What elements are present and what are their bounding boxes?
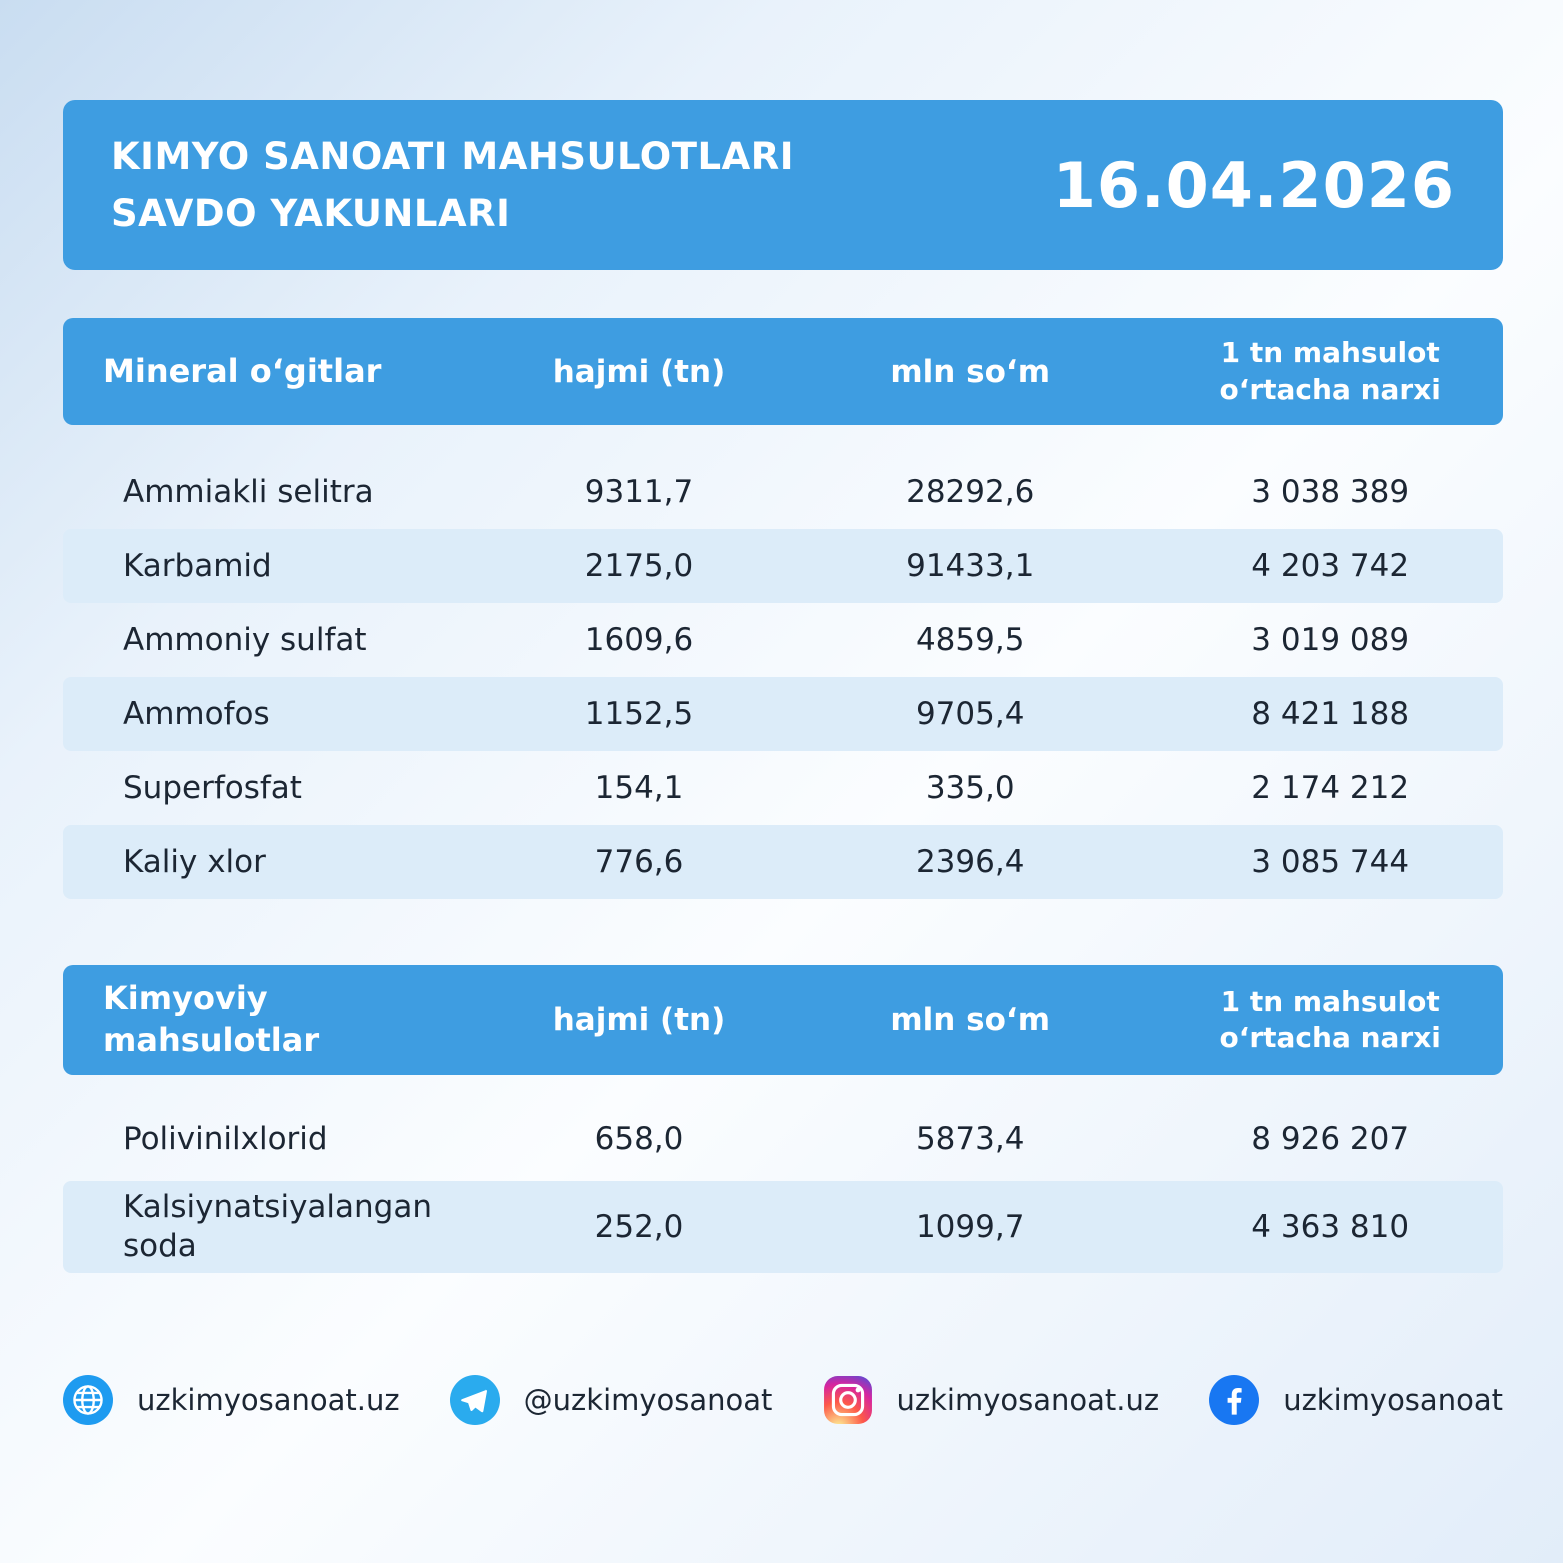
volume-value: 9311,7 xyxy=(584,474,694,510)
table1-col-avg-price-line1: 1 tn mahsulot xyxy=(1220,336,1440,370)
product-name: Ammiakli selitra xyxy=(123,473,374,510)
instagram-link[interactable]: uzkimyosanoat.uz xyxy=(823,1375,1160,1425)
table-row: Karbamid 2175,0 91433,1 4 203 742 xyxy=(63,529,1503,603)
table1-col-avg-price: 1 tn mahsulot o‘rtacha narxi xyxy=(1157,335,1503,408)
table-row: Ammiakli selitra 9311,7 28292,6 3 038 38… xyxy=(63,455,1503,529)
table1-col-volume: hajmi (tn) xyxy=(552,353,726,390)
telegram-icon xyxy=(449,1375,500,1425)
table-row: Superfosfat 154,1 335,0 2 174 212 xyxy=(63,751,1503,825)
table2-col-volume: hajmi (tn) xyxy=(552,1002,726,1038)
table2-header-row: Kimyoviy mahsulotlar hajmi (tn) mln so‘m… xyxy=(63,965,1503,1075)
volume-value: 252,0 xyxy=(594,1209,684,1245)
page-title: KIMYO SANOATI MAHSULOTLARI SAVDO YAKUNLA… xyxy=(111,128,794,243)
avg-price-value: 8 421 188 xyxy=(1251,696,1410,732)
page-title-line1: KIMYO SANOATI MAHSULOTLARI xyxy=(111,134,794,178)
avg-price-value: 8 926 207 xyxy=(1251,1121,1410,1157)
mln-value: 1099,7 xyxy=(915,1209,1025,1245)
product-name: Kalsiynatsiyalangan soda xyxy=(123,1189,432,1264)
table-row: Ammofos 1152,5 9705,4 8 421 188 xyxy=(63,677,1503,751)
table1-col-name: Mineral o‘gitlar xyxy=(103,351,382,390)
table1-col-mln: mln so‘m xyxy=(890,353,1050,390)
instagram-label: uzkimyosanoat.uz xyxy=(896,1383,1160,1417)
table2-col-mln: mln so‘m xyxy=(890,1002,1050,1038)
footer-social-bar: uzkimyosanoat.uz @uzkimyosanoat xyxy=(63,1372,1503,1428)
mln-value: 2396,4 xyxy=(915,844,1025,880)
telegram-label: @uzkimyosanoat xyxy=(523,1383,773,1417)
avg-price-value: 2 174 212 xyxy=(1251,770,1410,806)
mln-value: 9705,4 xyxy=(915,696,1025,732)
volume-value: 2175,0 xyxy=(584,548,694,584)
table2-col-name: Kimyoviy mahsulotlar xyxy=(63,978,495,1061)
avg-price-value: 4 363 810 xyxy=(1251,1209,1410,1245)
volume-value: 1152,5 xyxy=(584,696,694,732)
table-row: Kaliy xlor 776,6 2396,4 3 085 744 xyxy=(63,825,1503,899)
product-name: Karbamid xyxy=(123,547,272,584)
product-name: Ammoniy sulfat xyxy=(123,621,367,658)
globe-icon xyxy=(63,1375,113,1425)
table2-col-avg-price: 1 tn mahsulot o‘rtacha narxi xyxy=(1157,984,1503,1057)
website-link[interactable]: uzkimyosanoat.uz xyxy=(63,1375,400,1425)
table2-body: Polivinilxlorid 658,0 5873,4 8 926 207 K… xyxy=(63,1097,1503,1273)
volume-value: 1609,6 xyxy=(584,622,694,658)
volume-value: 154,1 xyxy=(594,770,684,806)
table2-col-name-line1: Kimyoviy xyxy=(103,979,268,1018)
facebook-link[interactable]: uzkimyosanoat xyxy=(1209,1375,1503,1425)
avg-price-value: 3 085 744 xyxy=(1251,844,1410,880)
mln-value: 5873,4 xyxy=(915,1121,1025,1157)
table1-header-row: Mineral o‘gitlar hajmi (tn) mln so‘m 1 t… xyxy=(63,318,1503,425)
page-title-line2: SAVDO YAKUNLARI xyxy=(111,192,511,235)
table2-col-name-line2: mahsulotlar xyxy=(103,1021,320,1059)
table1-col-avg-price-line2: o‘rtacha narxi xyxy=(1219,372,1441,406)
product-name: Kaliy xlor xyxy=(123,843,266,880)
facebook-icon xyxy=(1209,1375,1260,1425)
product-name: Polivinilxlorid xyxy=(123,1120,328,1157)
table-row: Ammoniy sulfat 1609,6 4859,5 3 019 089 xyxy=(63,603,1503,677)
table2-col-avg-price-line2: o‘rtacha narxi xyxy=(1219,1021,1441,1054)
avg-price-value: 4 203 742 xyxy=(1251,548,1410,584)
table-row: Kalsiynatsiyalangan soda 252,0 1099,7 4 … xyxy=(63,1181,1503,1273)
product-name: Ammofos xyxy=(123,695,270,732)
table2-col-avg-price-line1: 1 tn mahsulot xyxy=(1220,984,1440,1018)
website-label: uzkimyosanoat.uz xyxy=(137,1383,400,1417)
header-bar: KIMYO SANOATI MAHSULOTLARI SAVDO YAKUNLA… xyxy=(63,100,1503,270)
facebook-label: uzkimyosanoat xyxy=(1283,1383,1503,1417)
volume-value: 776,6 xyxy=(594,844,684,880)
mln-value: 335,0 xyxy=(925,770,1015,806)
mln-value: 4859,5 xyxy=(915,622,1025,658)
mln-value: 91433,1 xyxy=(906,548,1035,584)
table1-body: Ammiakli selitra 9311,7 28292,6 3 038 38… xyxy=(63,455,1503,899)
chemical-products-table: Kimyoviy mahsulotlar hajmi (tn) mln so‘m… xyxy=(63,965,1503,1273)
volume-value: 658,0 xyxy=(594,1121,684,1157)
avg-price-value: 3 038 389 xyxy=(1251,474,1410,510)
report-date: 16.04.2026 xyxy=(1052,148,1455,222)
table-row: Polivinilxlorid 658,0 5873,4 8 926 207 xyxy=(63,1097,1503,1181)
mineral-fertilizers-table: Mineral o‘gitlar hajmi (tn) mln so‘m 1 t… xyxy=(63,318,1503,899)
telegram-link[interactable]: @uzkimyosanoat xyxy=(449,1375,773,1425)
product-name: Superfosfat xyxy=(123,769,302,806)
avg-price-value: 3 019 089 xyxy=(1251,622,1410,658)
instagram-icon xyxy=(823,1375,873,1425)
mln-value: 28292,6 xyxy=(906,474,1035,510)
